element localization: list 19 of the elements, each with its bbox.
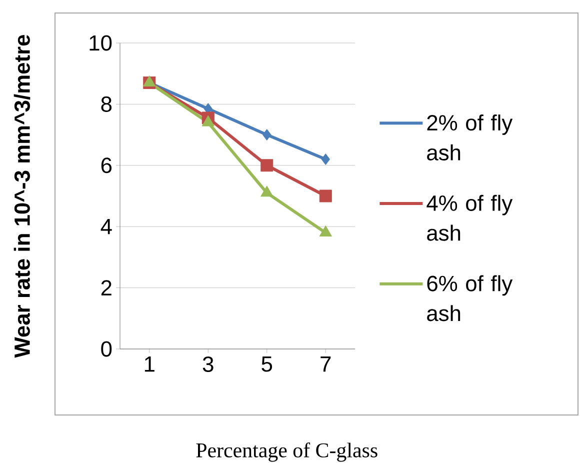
point (321, 154, 330, 166)
legend-label: 2% of fly ash (427, 114, 513, 160)
y-tick-label: 2 (101, 280, 112, 296)
point (260, 159, 274, 172)
y-tick-label: 4 (100, 219, 112, 234)
y-tick-label: 10 (90, 35, 112, 51)
legend-label: 6% of fly ash (427, 275, 513, 322)
point (262, 129, 272, 141)
x-tick-label: 5 (262, 356, 272, 372)
y-axis-title: Wear rate in 10^-3 mm^3/metre (14, 34, 30, 358)
legend-label: 4% of fly ash (426, 194, 513, 241)
point (319, 190, 332, 202)
y-tick-label: 6 (101, 158, 112, 174)
x-tick-label: 3 (202, 356, 214, 372)
y-tick-label: 0 (101, 341, 112, 357)
y-tick-label: 8 (101, 96, 112, 112)
x-tick-label: 7 (320, 356, 331, 372)
x-tick-label: 1 (144, 356, 154, 372)
x-axis-title: Percentage of C-glass (196, 442, 378, 462)
